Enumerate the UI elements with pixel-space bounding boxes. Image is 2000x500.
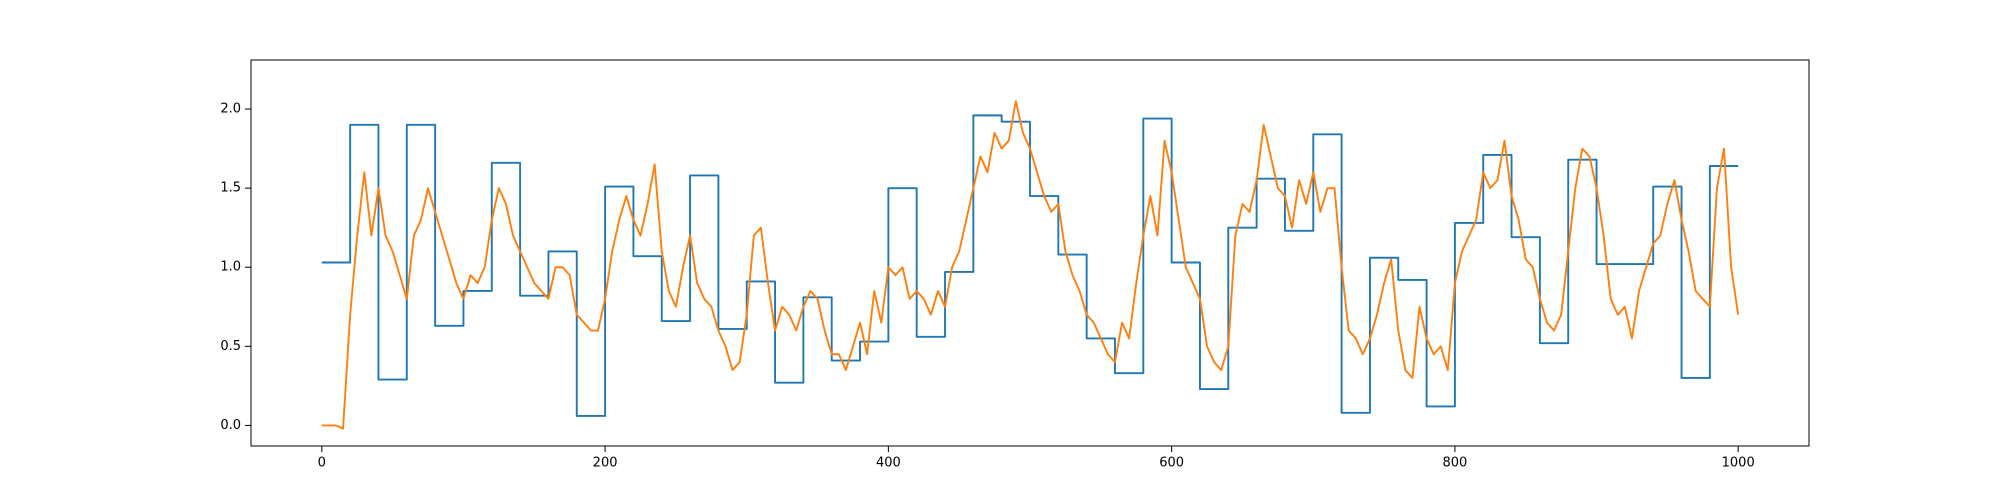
axes-frame — [250, 59, 1810, 447]
y-tick-label: 2.0 — [220, 102, 241, 117]
y-tick-label: 1.5 — [220, 181, 241, 196]
x-tick-label: 600 — [1159, 456, 1184, 471]
x-tick-label: 200 — [593, 456, 618, 471]
x-tick-label: 400 — [876, 456, 901, 471]
x-tick-label: 800 — [1442, 456, 1467, 471]
y-tick-label: 0.5 — [220, 339, 241, 354]
y-tick-label: 0.0 — [220, 418, 241, 433]
y-tick-label: 1.0 — [220, 260, 241, 275]
x-tick-label: 0 — [318, 456, 326, 471]
data-line — [321, 114, 1739, 417]
x-tick-label: 1000 — [1722, 456, 1755, 471]
data-line — [321, 100, 1740, 430]
